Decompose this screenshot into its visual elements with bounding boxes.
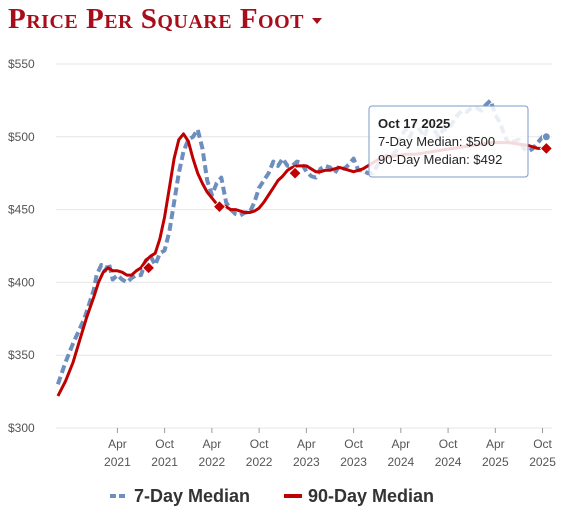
series-90day-marker [141,261,156,275]
legend-7day-label: 7-Day Median [134,486,250,506]
x-tick-year: 2023 [340,455,367,469]
chart-title-dropdown[interactable]: Price Per Square Foot [8,2,322,36]
x-tick-year: 2025 [482,455,509,469]
series-7day-marker [541,132,551,142]
legend: 7-Day Median 90-Day Median [110,486,434,506]
chart-title: Price Per Square Foot [8,3,304,35]
x-tick-month: Apr [486,437,505,451]
x-tick-year: 2021 [151,455,178,469]
x-tick-month: Oct [344,437,363,451]
x-tick-year: 2024 [435,455,462,469]
x-tick-year: 2023 [293,455,320,469]
y-tick-label: $500 [8,130,35,144]
x-tick-month: Oct [439,437,458,451]
tooltip-date: Oct 17 2025 [378,116,450,131]
legend-item-90day[interactable]: 90-Day Median [284,486,434,506]
x-tick-year: 2022 [199,455,226,469]
x-tick-month: Apr [391,437,410,451]
x-axis: Apr 2021 Oct 2021 Apr 2022 Oct 2022 Apr 2023 Oct 20… [104,428,556,469]
y-tick-label: $350 [8,348,35,362]
x-tick-month: Apr [203,437,222,451]
y-tick-label: $550 [8,57,35,71]
x-tick-month: Apr [297,437,316,451]
series-90day-marker [539,141,554,156]
tooltip: Oct 17 2025 7-Day Median: $500 90-Day Me… [368,105,529,178]
y-tick-label: $400 [8,275,35,289]
legend-90day-label: 90-Day Median [308,486,434,506]
series-90day-marker [212,199,227,214]
x-tick-month: Oct [155,437,174,451]
x-tick-year: 2022 [246,455,273,469]
series-markers [141,132,554,275]
tooltip-90day-value: 90-Day Median: $492 [378,152,502,167]
y-tick-label: $450 [8,203,35,217]
x-tick-month: Oct [533,437,552,451]
grid-lines [56,63,552,429]
chevron-down-icon [312,18,322,25]
y-tick-label: $300 [8,421,35,435]
tooltip-box [368,105,529,178]
x-tick-year: 2024 [387,455,414,469]
x-tick-year: 2025 [529,455,556,469]
series-90day-marker [288,166,302,180]
y-axis: $300 $350 $400 $450 $500 $550 [8,57,35,435]
x-tick-month: Apr [108,437,127,451]
x-tick-month: Oct [250,437,269,451]
x-tick-year: 2021 [104,455,131,469]
legend-item-7day[interactable]: 7-Day Median [110,486,250,506]
tooltip-7day-value: 7-Day Median: $500 [378,134,495,149]
